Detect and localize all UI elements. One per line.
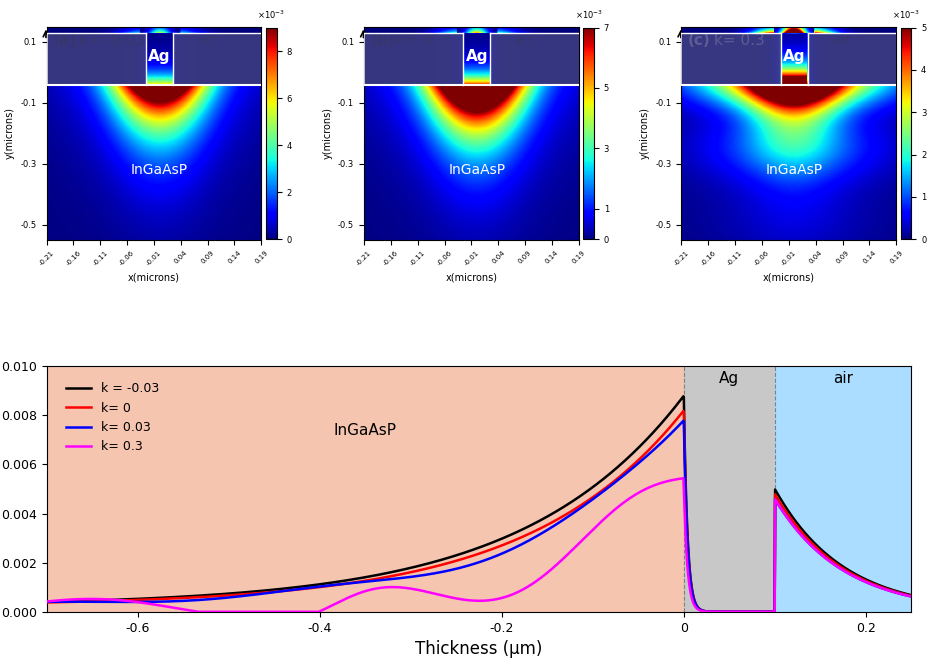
k= 0.03 [906, 593, 917, 600]
k= 0 [678, 407, 689, 415]
Bar [490, 33, 578, 84]
k= 0 [439, 560, 450, 568]
Text: (c): (c) [688, 33, 711, 48]
k= 0.03 [769, 608, 780, 616]
k= 0 [881, 585, 892, 593]
Line: k = -0.03: k = -0.03 [46, 396, 911, 612]
Text: Ag: Ag [783, 49, 805, 64]
k = -0.03 [769, 608, 780, 616]
k= 0.3 [193, 608, 204, 616]
Text: $\times10^{-3}$: $\times10^{-3}$ [892, 9, 920, 21]
k= 0.03 [461, 562, 472, 570]
Text: InGaAsP: InGaAsP [448, 163, 505, 177]
Line: k= 0.03: k= 0.03 [46, 421, 911, 612]
Bar [173, 33, 261, 84]
Text: $\times10^{-3}$: $\times10^{-3}$ [575, 9, 603, 21]
Text: k= 0: k= 0 [396, 33, 432, 48]
k= 0 [769, 608, 780, 616]
k= 0.03 [723, 608, 734, 616]
k = -0.03 [461, 548, 472, 556]
Text: InGaAsP: InGaAsP [765, 163, 823, 177]
Text: air: air [833, 372, 853, 386]
k = -0.03 [439, 555, 450, 563]
k= 0.3 [906, 593, 917, 600]
k= 0 [723, 608, 734, 616]
k= 0.03 [882, 586, 893, 594]
Text: InGaAsP: InGaAsP [334, 423, 397, 438]
Text: Ag: Ag [148, 49, 170, 64]
k= 0.3 [85, 595, 96, 603]
Legend: k = -0.03, k= 0, k= 0.03, k= 0.3: k = -0.03, k= 0, k= 0.03, k= 0.3 [61, 378, 165, 458]
k = -0.03 [723, 608, 734, 616]
Y-axis label: y(microns): y(microns) [5, 107, 15, 160]
Text: InGaAsP: InGaAsP [131, 163, 188, 177]
k= 0 [41, 598, 52, 606]
X-axis label: x(microns): x(microns) [763, 273, 815, 283]
k= 0 [906, 592, 917, 600]
k= 0.3 [881, 586, 892, 594]
Bar [682, 33, 781, 84]
Text: air: air [831, 33, 850, 47]
X-axis label: x(microns): x(microns) [128, 273, 179, 283]
Bar [684, 366, 775, 612]
k= 0.3 [678, 474, 689, 482]
Text: (a): (a) [53, 33, 77, 48]
Bar [807, 33, 897, 84]
X-axis label: x(microns): x(microns) [445, 273, 498, 283]
k= 0.03 [881, 586, 892, 594]
k= 0 [882, 585, 893, 593]
Bar [46, 33, 146, 84]
k= 0.03 [41, 598, 52, 606]
Line: k= 0: k= 0 [46, 411, 911, 612]
k = -0.03 [678, 392, 689, 400]
k= 0.3 [439, 592, 450, 600]
k= 0.03 [85, 598, 96, 606]
Text: Ag: Ag [466, 49, 488, 64]
k = -0.03 [906, 591, 917, 599]
X-axis label: Thickness (μm): Thickness (μm) [416, 640, 542, 658]
k= 0.3 [41, 597, 52, 605]
k= 0.3 [882, 586, 893, 594]
Bar [775, 366, 911, 612]
Y-axis label: y(microns): y(microns) [640, 107, 650, 160]
Text: Ag: Ag [719, 372, 739, 386]
k= 0 [85, 597, 96, 605]
Text: k= -0.03: k= -0.03 [79, 33, 144, 48]
k= 0.3 [723, 608, 734, 616]
Text: $\times10^{-3}$: $\times10^{-3}$ [258, 9, 286, 21]
Bar [364, 33, 463, 84]
Text: air: air [197, 33, 215, 47]
Text: air: air [514, 33, 533, 47]
k = -0.03 [41, 598, 52, 606]
Y-axis label: y(microns): y(microns) [323, 107, 332, 160]
k= 0.03 [439, 567, 450, 575]
k = -0.03 [881, 584, 892, 592]
Text: k= 0.3: k= 0.3 [713, 33, 764, 48]
k = -0.03 [882, 584, 893, 592]
Text: (b): (b) [370, 33, 395, 48]
k = -0.03 [85, 597, 96, 604]
Bar [46, 366, 684, 612]
Line: k= 0.3: k= 0.3 [46, 478, 911, 612]
k= 0.3 [462, 596, 473, 604]
k= 0.03 [678, 417, 689, 425]
k= 0 [461, 553, 472, 561]
